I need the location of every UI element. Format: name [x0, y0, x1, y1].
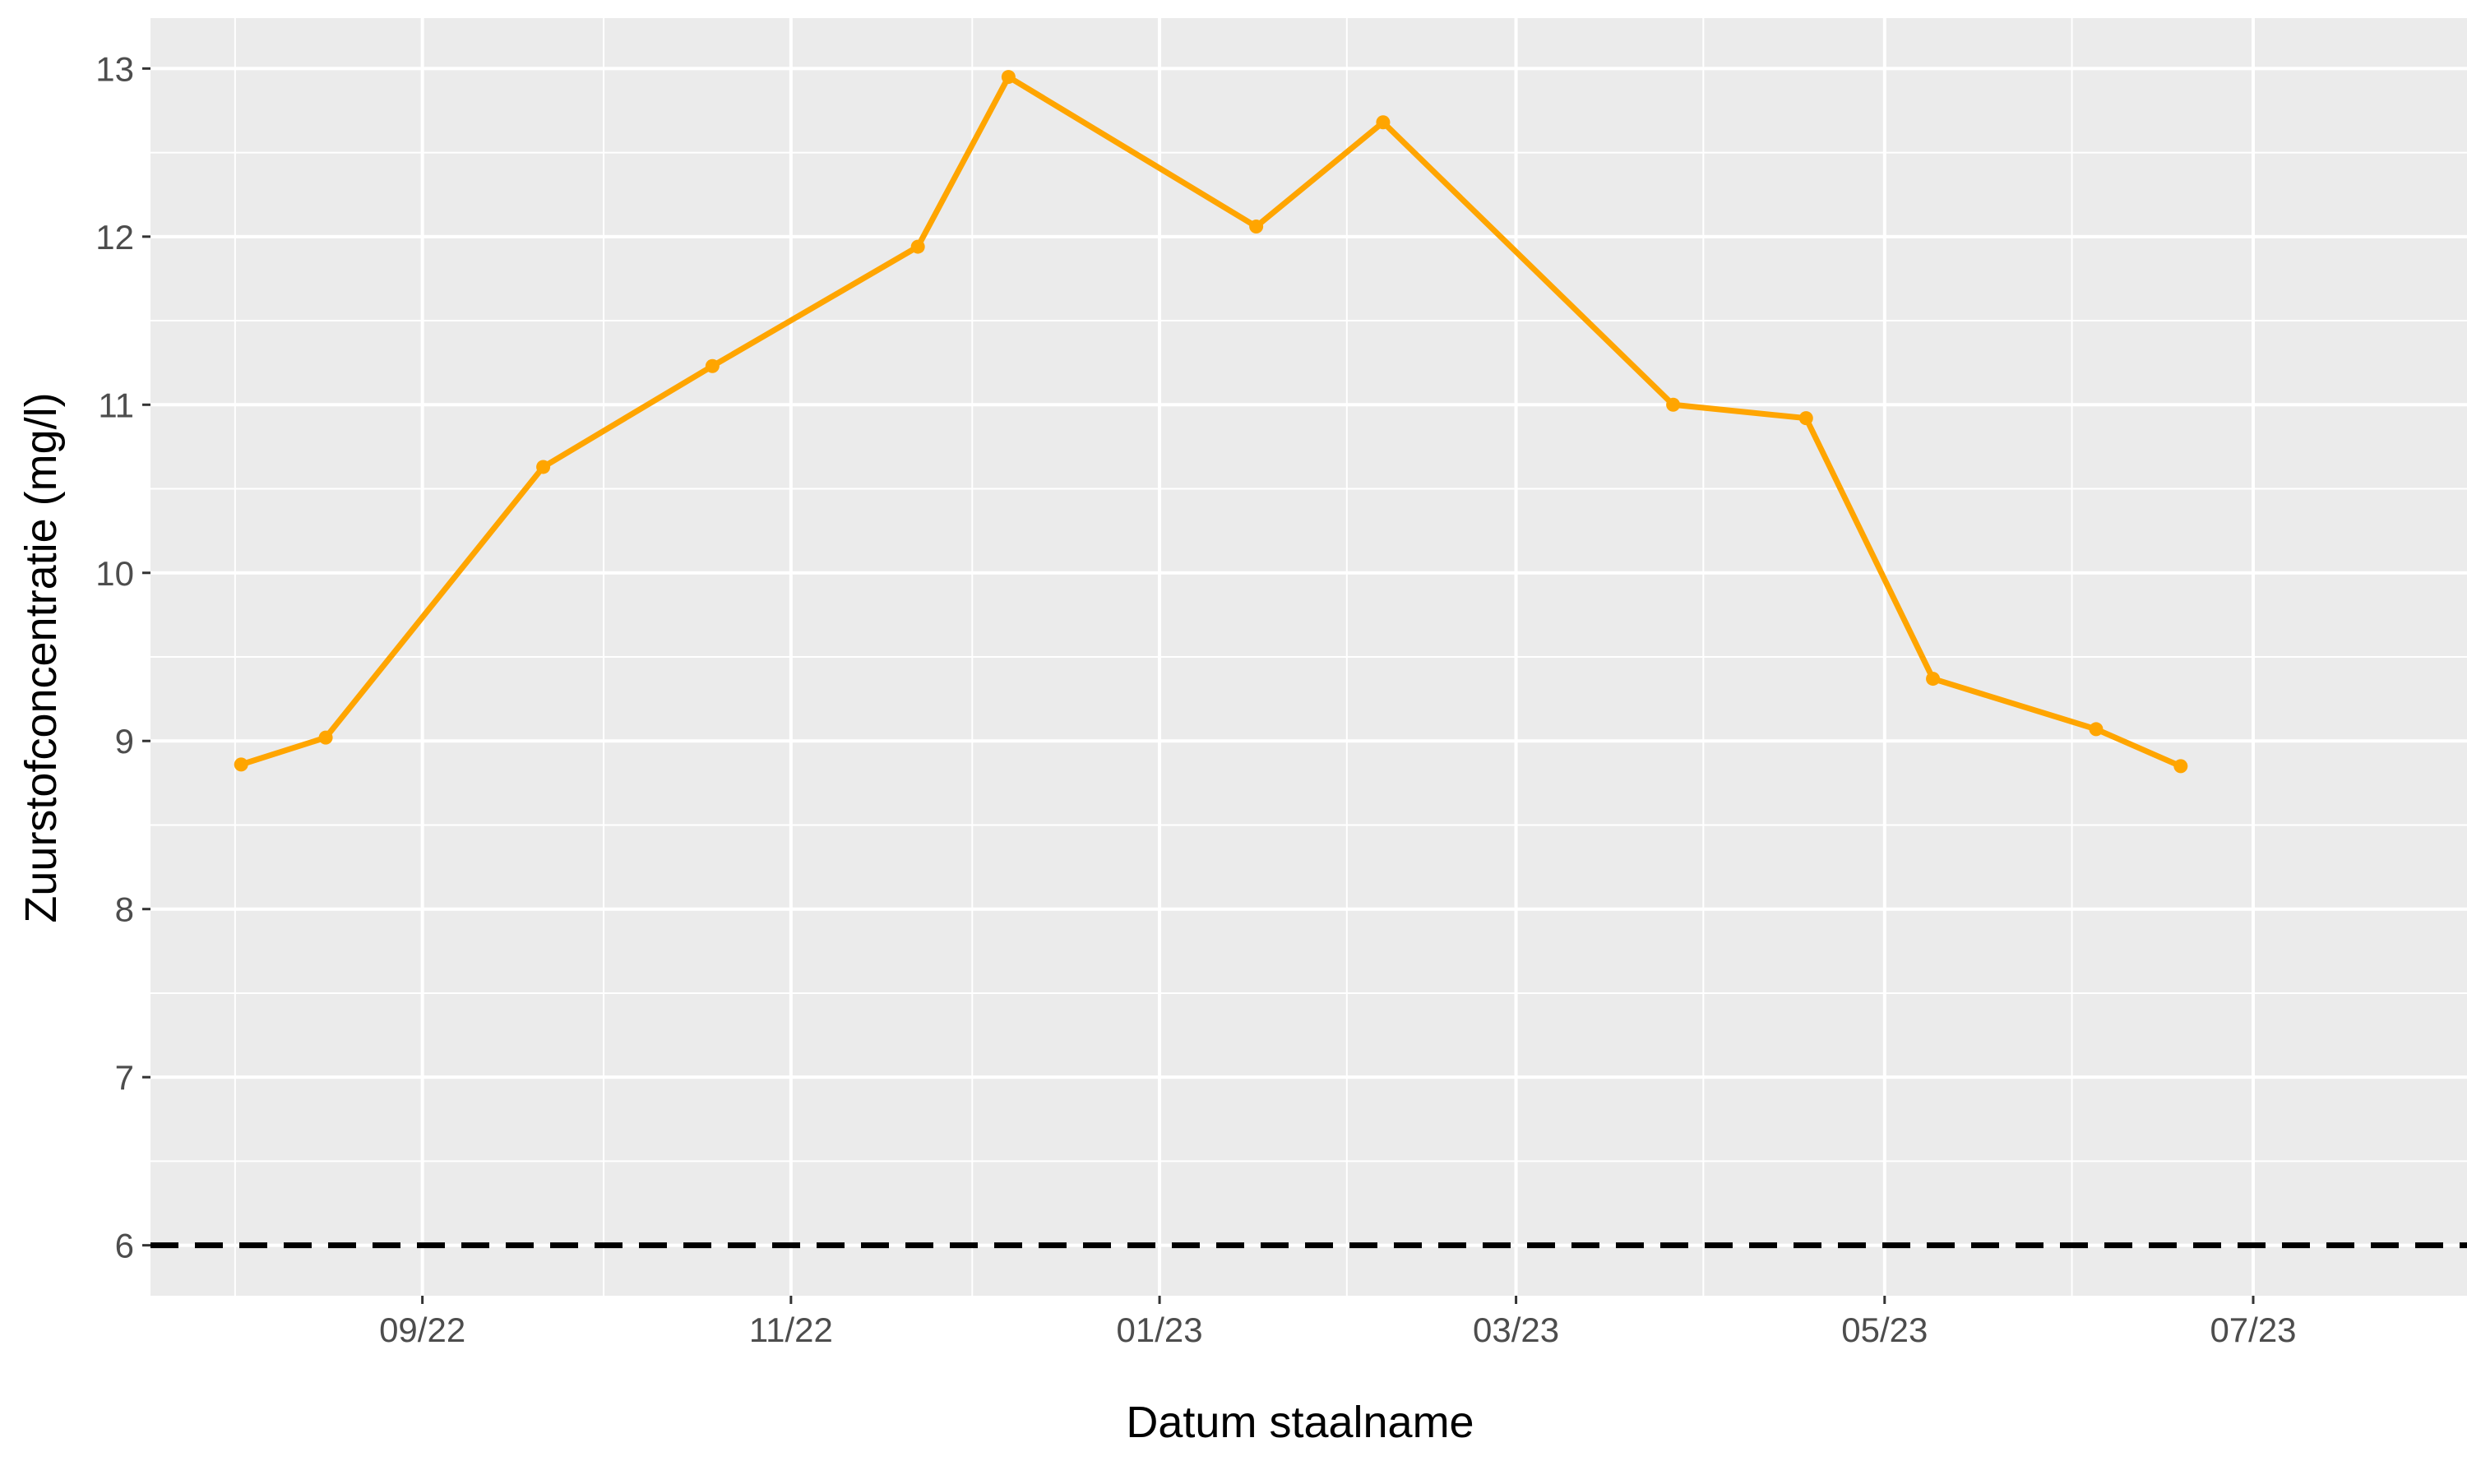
- y-axis: 6 7 8 9 10 11 12 13: [95, 49, 150, 1265]
- data-point: [1666, 397, 1681, 412]
- data-point: [536, 460, 551, 474]
- x-tick-label: 03/23: [1473, 1311, 1559, 1349]
- data-point: [2089, 722, 2104, 737]
- x-tick-label: 07/23: [2210, 1311, 2296, 1349]
- data-point: [1376, 115, 1391, 130]
- y-axis-title: Zuurstofconcentratie (mg/l): [16, 392, 66, 922]
- data-point: [1249, 220, 1264, 234]
- data-point: [234, 757, 248, 772]
- data-point: [910, 239, 925, 254]
- x-tick-label: 01/23: [1117, 1311, 1203, 1349]
- data-point: [1926, 672, 1941, 687]
- x-axis: 09/22 11/22 01/23 03/23 05/23 07/23: [379, 1296, 2297, 1349]
- series-layer: [234, 70, 2188, 774]
- data-point: [1001, 70, 1016, 85]
- y-tick-label: 9: [115, 722, 134, 760]
- data-point: [1798, 411, 1813, 426]
- x-axis-title: Datum staalname: [1126, 1398, 1474, 1447]
- y-tick-label: 13: [95, 49, 134, 88]
- x-tick-label: 05/23: [1841, 1311, 1928, 1349]
- data-point: [705, 358, 720, 373]
- y-tick-label: 8: [115, 890, 134, 929]
- y-tick-label: 11: [98, 386, 134, 424]
- data-point: [318, 730, 333, 745]
- minor-gridlines: [150, 18, 2467, 1296]
- y-tick-label: 7: [115, 1058, 134, 1097]
- y-tick-label: 12: [95, 218, 134, 257]
- x-tick-label: 09/22: [379, 1311, 465, 1349]
- y-tick-label: 6: [115, 1227, 134, 1265]
- data-point: [2173, 759, 2188, 774]
- y-tick-label: 10: [95, 554, 134, 593]
- x-tick-label: 11/22: [749, 1311, 833, 1349]
